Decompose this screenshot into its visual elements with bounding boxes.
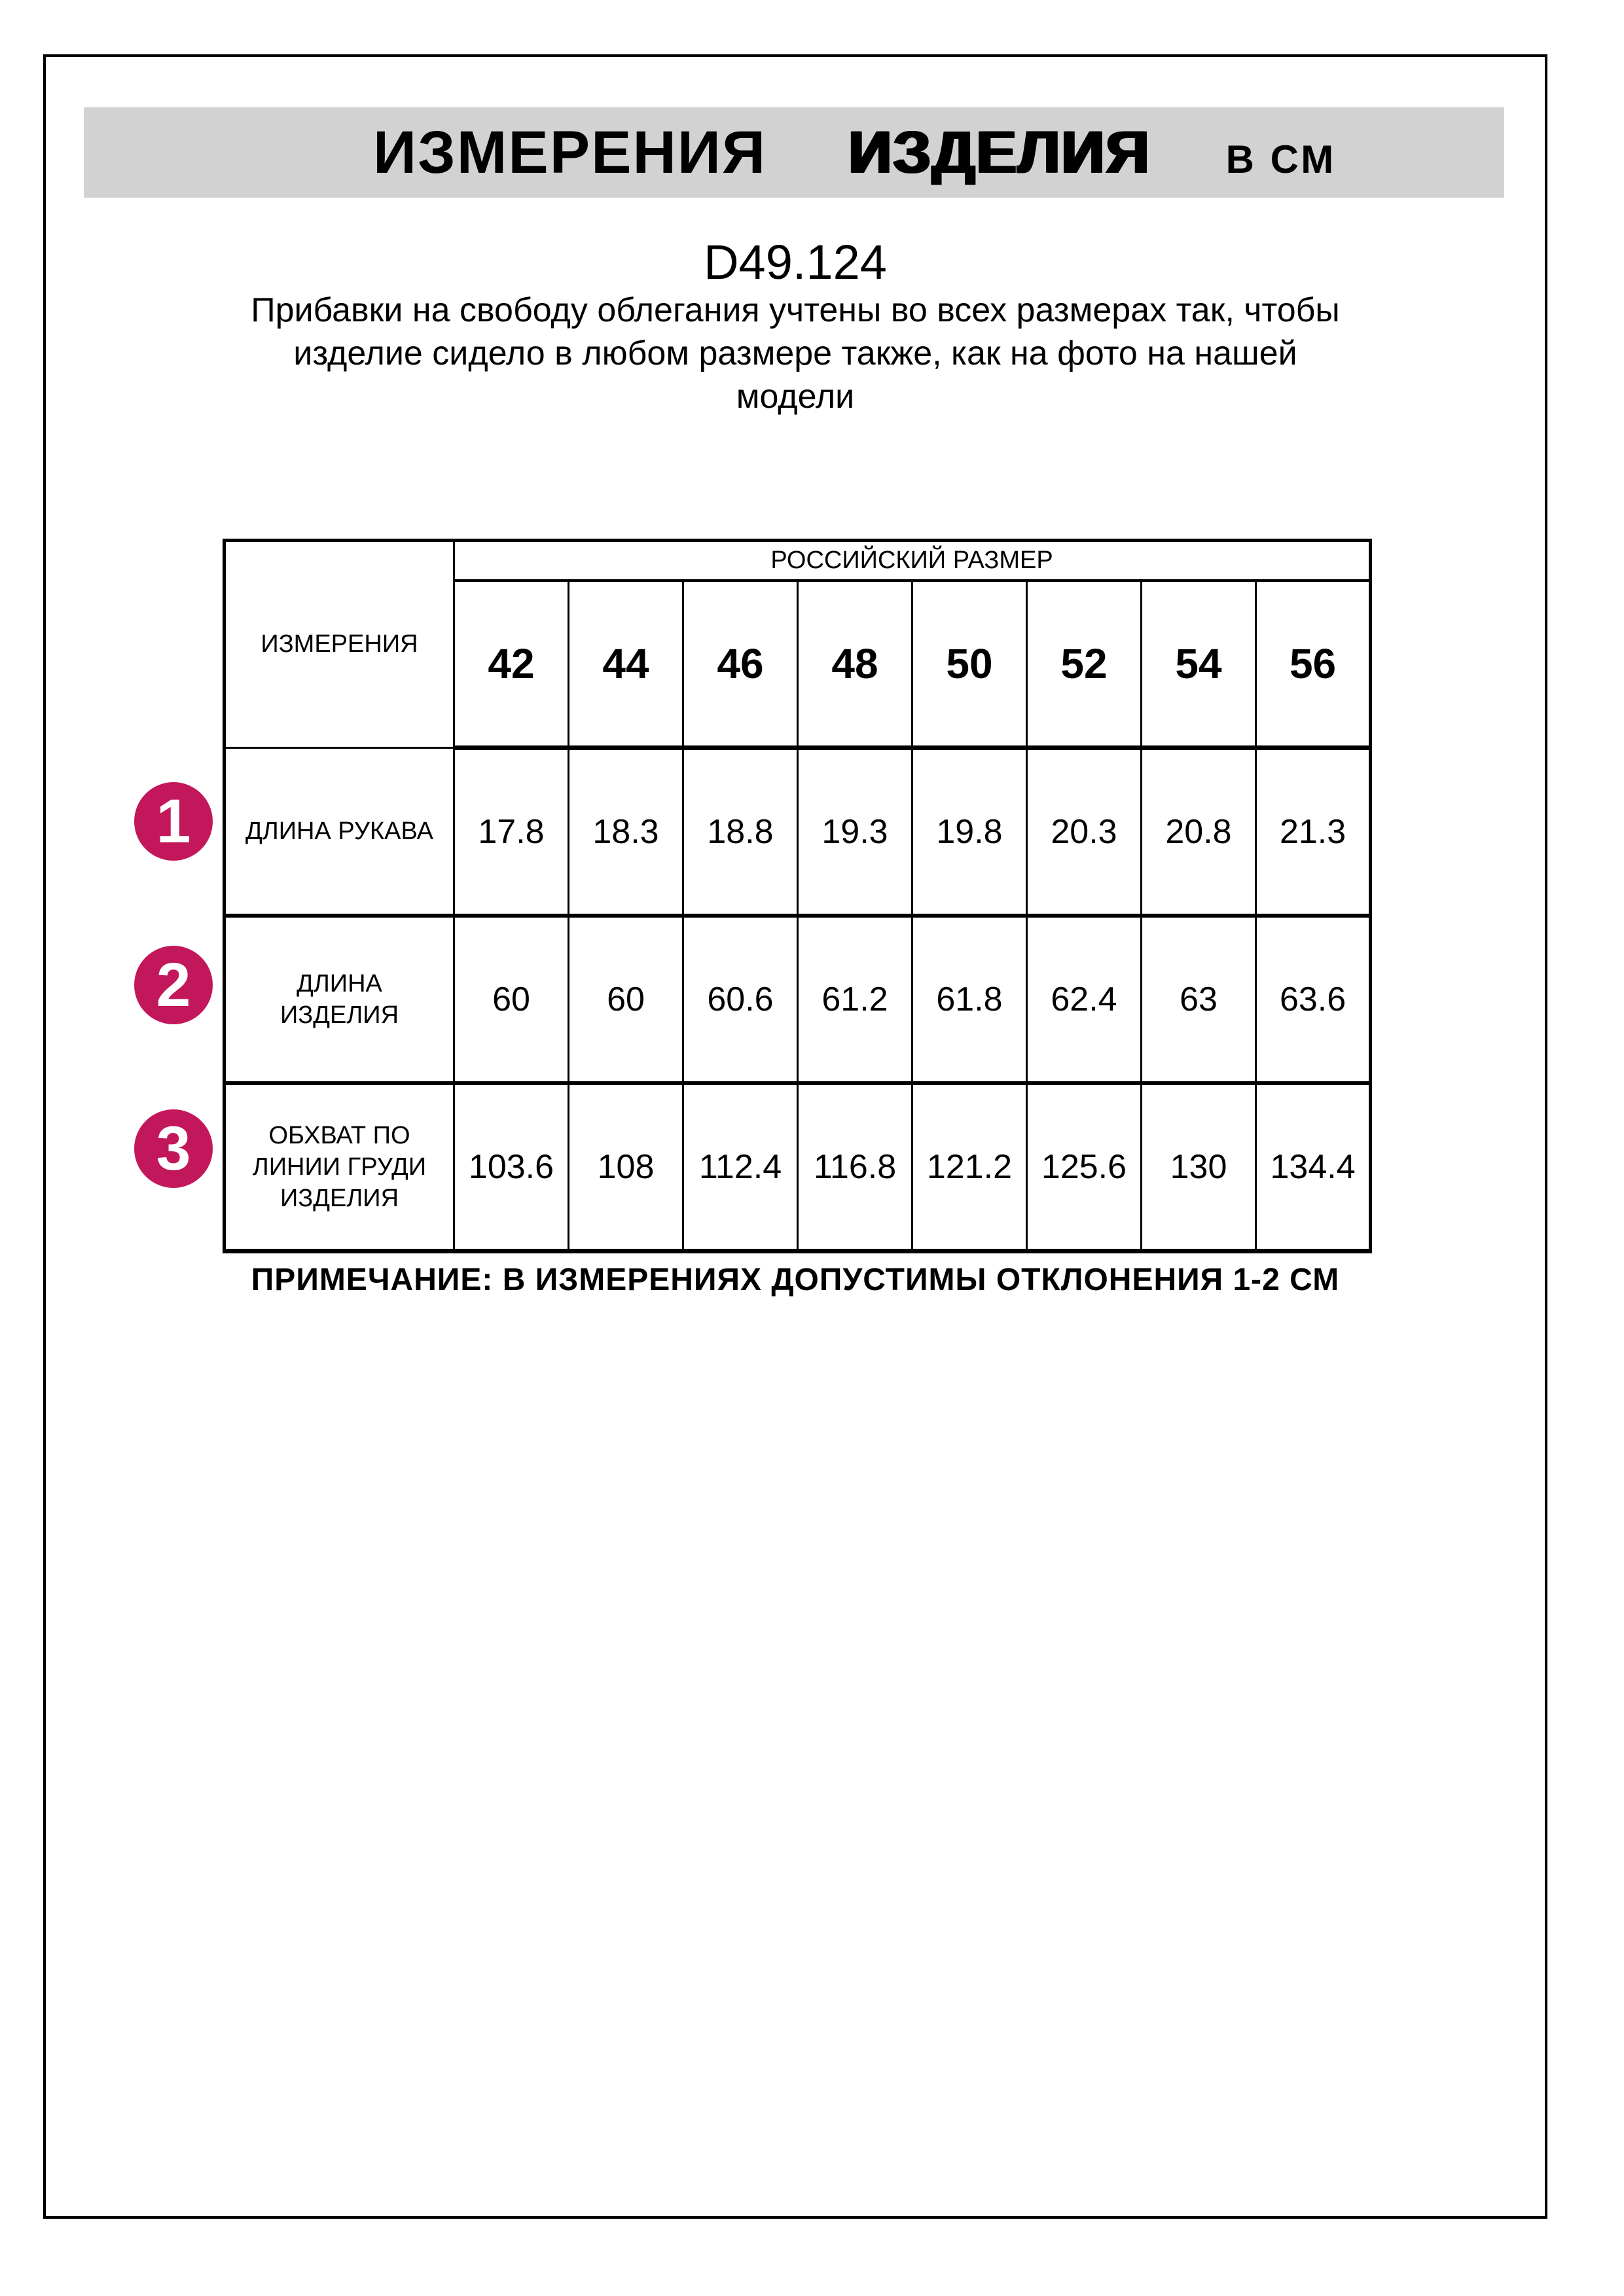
value-cell: 20.3 <box>1026 747 1142 918</box>
value-cell: 134.4 <box>1254 1082 1372 1253</box>
value-cell: 130 <box>1140 1082 1257 1253</box>
row-number-badge-1: 1 <box>134 782 213 861</box>
value-cell: 60 <box>453 914 569 1085</box>
measurements-table: ИЗМЕРЕНИЯ РОССИЙСКИЙ РАЗМЕР 42 44 46 48 … <box>223 539 1373 1253</box>
value-cell: 125.6 <box>1026 1082 1142 1253</box>
value-cell: 20.8 <box>1140 747 1257 918</box>
corner-header-cell: ИЗМЕРЕНИЯ <box>223 539 455 749</box>
row-number-badge-2: 2 <box>134 946 213 1024</box>
value-cell: 116.8 <box>797 1082 913 1253</box>
page-title-word2: ИЗДЕЛИЯ <box>848 119 1151 186</box>
product-code: D49.124 <box>704 235 887 289</box>
size-cell: 44 <box>568 579 684 750</box>
value-cell: 19.3 <box>797 747 913 918</box>
table-row-sleeve-length: ДЛИНА РУКАВА 17.8 18.3 18.8 19.3 19.8 20… <box>223 747 1372 918</box>
row-label-cell: ДЛИНА РУКАВА <box>223 747 455 918</box>
value-cell: 63 <box>1140 914 1257 1085</box>
value-cell: 112.4 <box>682 1082 799 1253</box>
size-cell: 56 <box>1254 579 1372 750</box>
value-cell: 61.8 <box>911 914 1028 1085</box>
row-number-badge-3: 3 <box>134 1109 213 1188</box>
row-label-line: ИЗДЕЛИЯ <box>280 1185 399 1212</box>
note-text: ПРИМЕЧАНИЕ: В ИЗМЕРЕНИЯХ ДОПУСТИМЫ ОТКЛО… <box>251 1263 1340 1297</box>
intro-line-2: изделие сидело в любом размере также, ка… <box>293 334 1297 372</box>
size-cell: 46 <box>682 579 799 750</box>
size-cell: 54 <box>1140 579 1257 750</box>
size-group-header-cell: РОССИЙСКИЙ РАЗМЕР <box>452 539 1372 582</box>
row-label-cell: ДЛИНА ИЗДЕЛИЯ <box>223 914 455 1085</box>
row-label-cell: ОБХВАТ ПО ЛИНИИ ГРУДИ ИЗДЕЛИЯ <box>223 1082 455 1253</box>
value-cell: 17.8 <box>453 747 569 918</box>
size-cell: 48 <box>797 579 913 750</box>
value-cell: 60 <box>568 914 684 1085</box>
row-label-line: ИЗДЕЛИЯ <box>280 1001 399 1029</box>
table-row-chest-girth: ОБХВАТ ПО ЛИНИИ ГРУДИ ИЗДЕЛИЯ 103.6 108 … <box>223 1082 1372 1253</box>
value-cell: 19.8 <box>911 747 1028 918</box>
page-title-word1: ИЗМЕРЕНИЯ <box>373 119 767 186</box>
intro-line-1: Прибавки на свободу облегания учтены во … <box>251 291 1340 329</box>
row-label-line: ДЛИНА РУКАВА <box>245 817 433 845</box>
page-border <box>43 54 1547 2219</box>
value-cell: 121.2 <box>911 1082 1028 1253</box>
page-header: ИЗМЕРЕНИЯ ИЗДЕЛИЯ В СМ <box>84 107 1504 198</box>
table-row-item-length: ДЛИНА ИЗДЕЛИЯ 60 60 60.6 61.2 61.8 62.4 … <box>223 914 1372 1085</box>
value-cell: 18.8 <box>682 747 799 918</box>
size-cell: 52 <box>1026 579 1142 750</box>
value-cell: 63.6 <box>1254 914 1372 1085</box>
intro-line-3: модели <box>736 378 855 416</box>
size-group-row: ИЗМЕРЕНИЯ РОССИЙСКИЙ РАЗМЕР <box>223 539 1372 749</box>
value-cell: 21.3 <box>1254 747 1372 918</box>
value-cell: 108 <box>568 1082 684 1253</box>
row-label-line: ДЛИНА <box>297 970 382 997</box>
value-cell: 62.4 <box>1026 914 1142 1085</box>
intro-text: Прибавки на свободу облегания учтены во … <box>43 289 1547 418</box>
row-label-line: ЛИНИИ ГРУДИ <box>252 1153 427 1181</box>
row-label-line: ОБХВАТ ПО <box>268 1122 410 1149</box>
value-cell: 60.6 <box>682 914 799 1085</box>
size-cell: 50 <box>911 579 1028 750</box>
value-cell: 18.3 <box>568 747 684 918</box>
value-cell: 103.6 <box>453 1082 569 1253</box>
page-title-unit: В СМ <box>1225 137 1337 181</box>
sizes-row: 42 44 46 48 50 52 54 56 <box>225 579 1372 750</box>
value-cell: 61.2 <box>797 914 913 1085</box>
size-cell: 42 <box>453 579 569 750</box>
